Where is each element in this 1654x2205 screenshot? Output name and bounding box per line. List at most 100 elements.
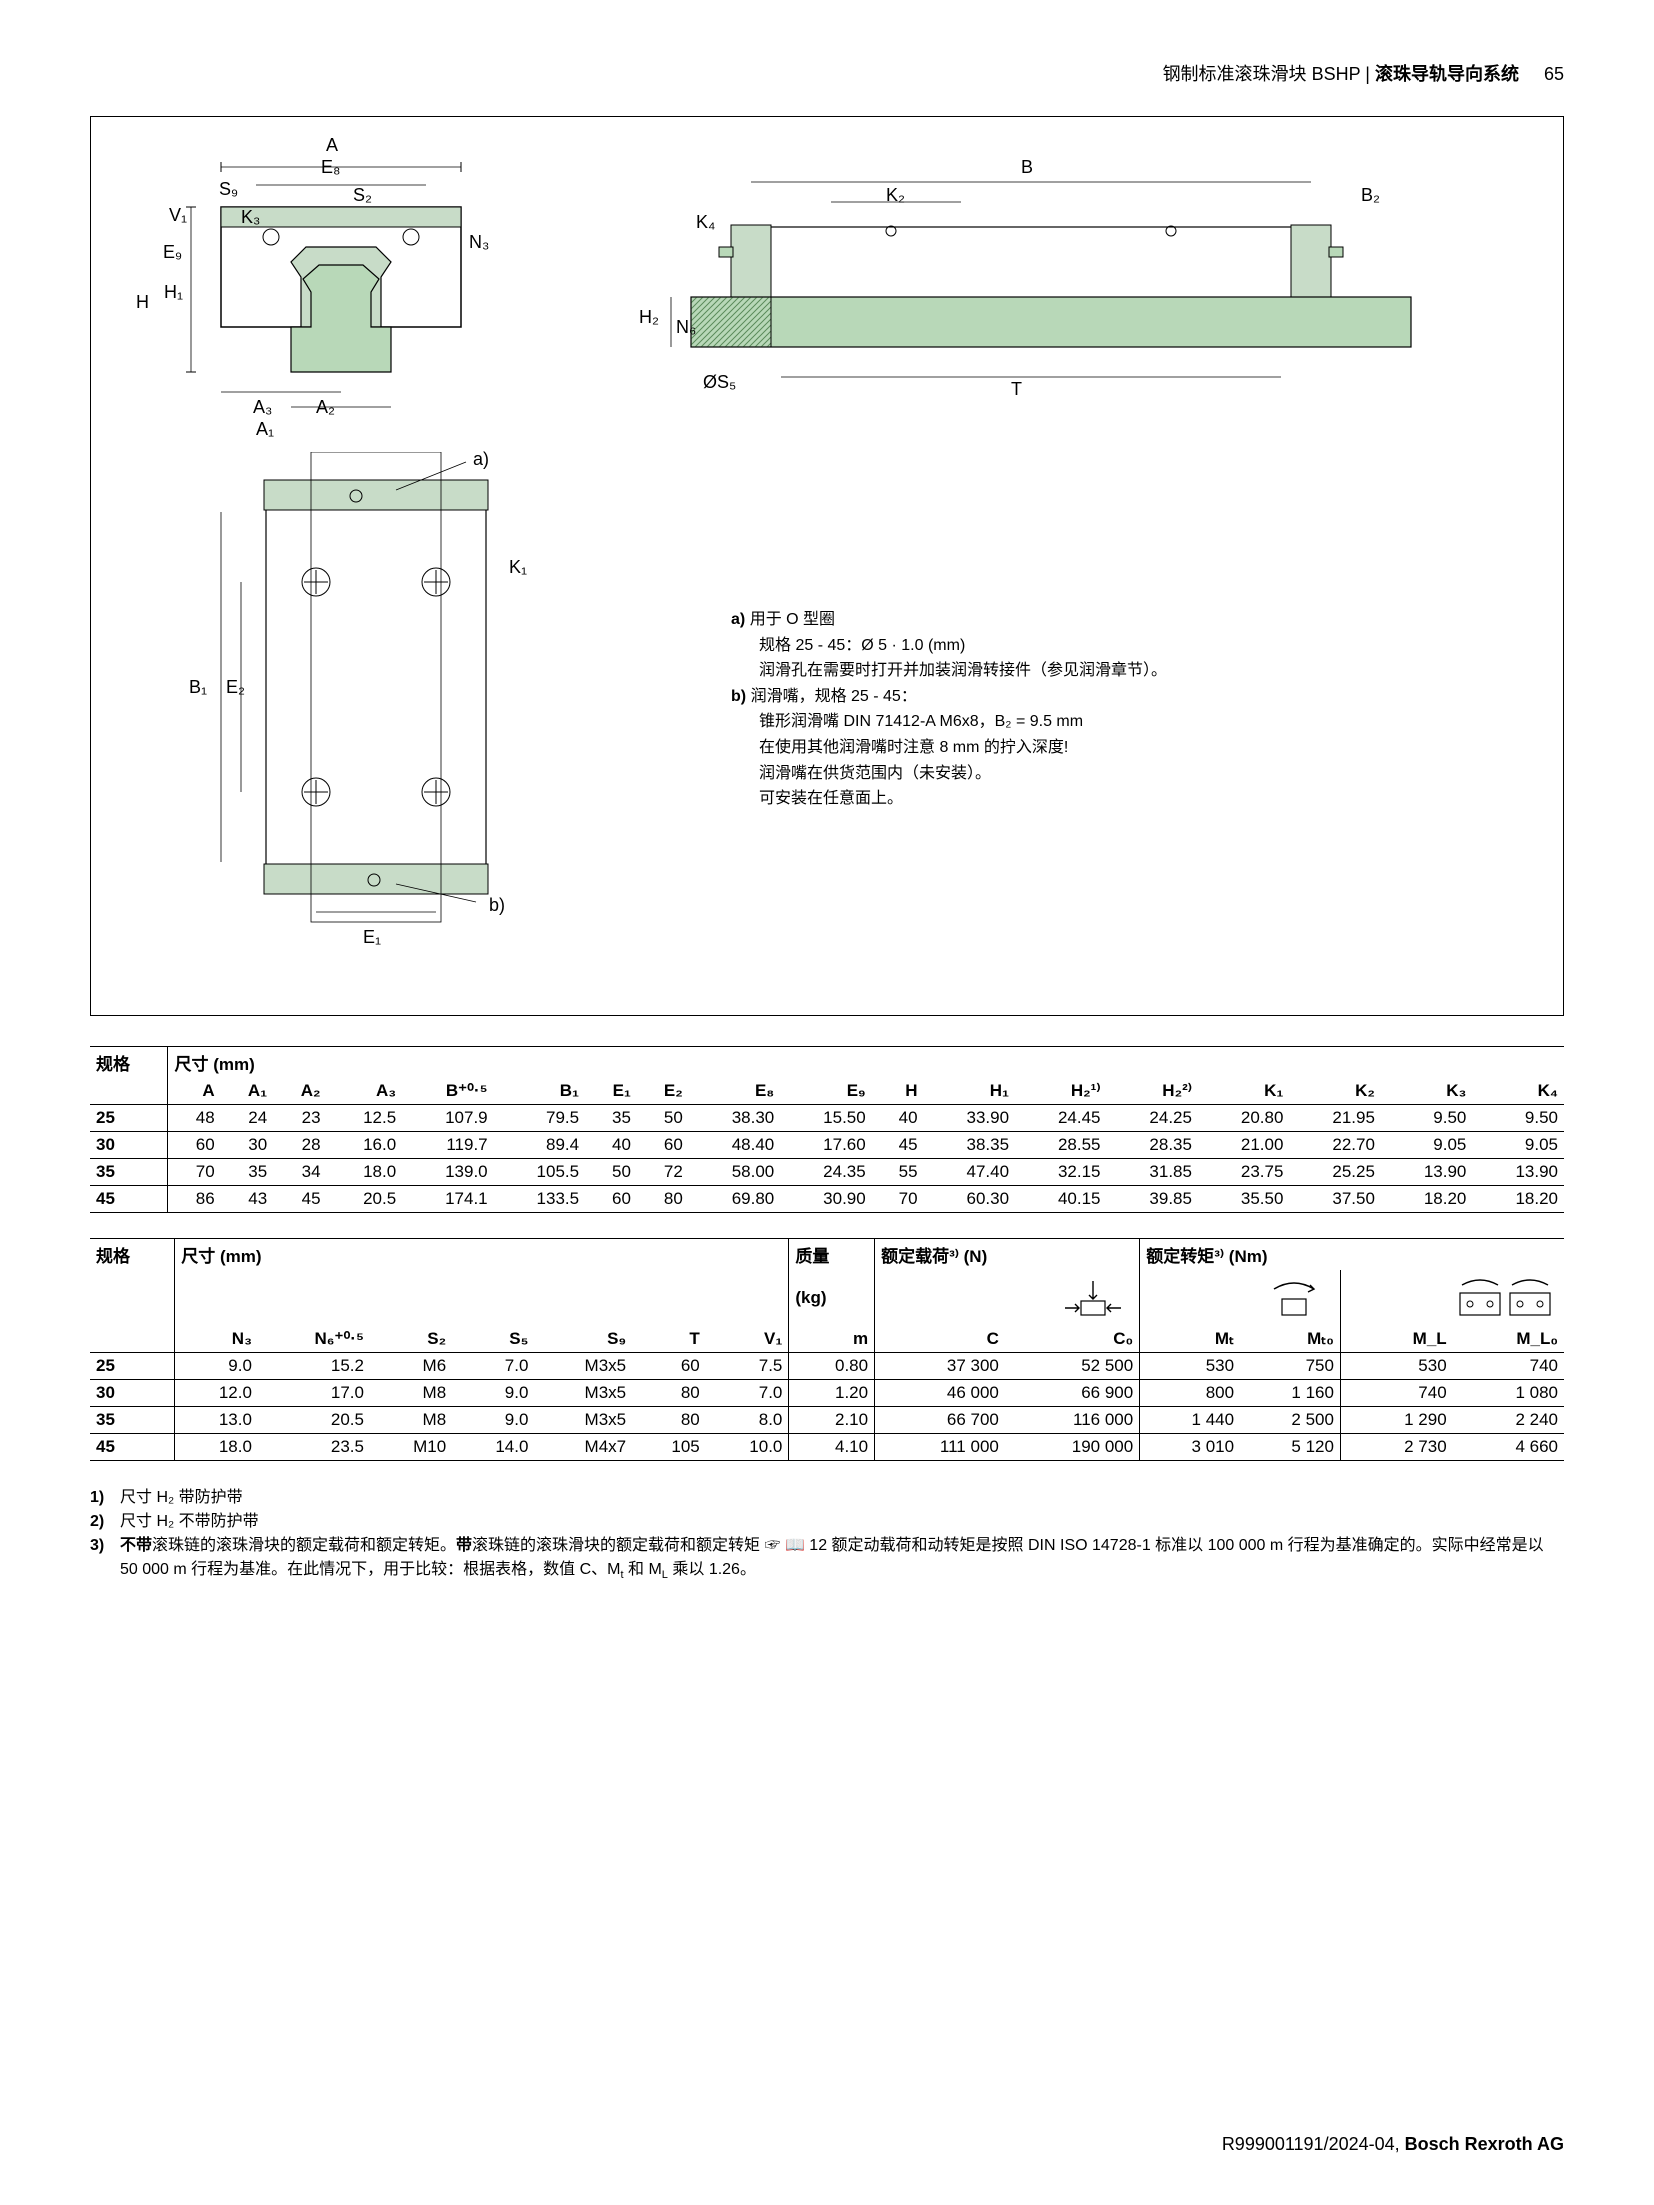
fn3-t: 不带滚珠链的滚珠滑块的额定载荷和额定转矩。带滚珠链的滚珠滑块的额定载荷和额定转矩… — [120, 1534, 1564, 1584]
cell: M8 — [370, 1407, 452, 1434]
cell: 17.60 — [780, 1132, 871, 1159]
t2-caption-mass: 质量 — [789, 1239, 875, 1271]
cell: 38.30 — [689, 1105, 780, 1132]
cell: 9.0 — [452, 1380, 534, 1407]
dim-E2: E₂ — [226, 677, 245, 698]
t2-caption-torque: 额定转矩³⁾ (Nm) — [1140, 1239, 1564, 1271]
dim-T: T — [1011, 379, 1022, 400]
cell: M6 — [370, 1353, 452, 1380]
t2-hd-0: N₃ — [175, 1326, 258, 1353]
row-size: 25 — [90, 1353, 175, 1380]
dimensions-table-1: 规格 尺寸 (mm) A A₁ A₂ A₃ B⁺⁰·⁵ B₁ E₁ E₂ E₈ … — [90, 1046, 1564, 1213]
t2-hd-2: S₂ — [370, 1326, 452, 1353]
cell: 45 — [872, 1132, 924, 1159]
cell: 40 — [872, 1105, 924, 1132]
label-b: b) — [489, 895, 505, 916]
cell: 37 300 — [875, 1353, 1005, 1380]
cell: 23 — [273, 1105, 326, 1132]
load-icon — [1053, 1273, 1133, 1323]
t1-h-7: E₂ — [637, 1078, 689, 1105]
cell: 66 700 — [875, 1407, 1005, 1434]
cell: 12.5 — [327, 1105, 403, 1132]
cell: 20.80 — [1198, 1105, 1289, 1132]
cell: 116 000 — [1005, 1407, 1140, 1434]
cell: 69.80 — [689, 1186, 780, 1213]
cell: 18.0 — [327, 1159, 403, 1186]
cell: 48.40 — [689, 1132, 780, 1159]
cell: 740 — [1340, 1380, 1452, 1407]
note-b-4: 润滑嘴在供货范围内（未安装）。 — [731, 761, 1411, 787]
t2-caption-load: 额定载荷³⁾ (N) — [875, 1239, 1140, 1271]
cell: 30 — [221, 1132, 274, 1159]
t2-ht-2: M_L — [1340, 1326, 1452, 1353]
cell: M10 — [370, 1434, 452, 1461]
front-cross-section-drawing — [161, 137, 521, 427]
cell: M3x5 — [534, 1407, 632, 1434]
t2-hd-1: N₆⁺⁰·⁵ — [258, 1326, 370, 1353]
cell: 24 — [221, 1105, 274, 1132]
cell: 70 — [168, 1159, 221, 1186]
cell: 1.20 — [789, 1380, 875, 1407]
cell: 1 290 — [1340, 1407, 1452, 1434]
t1-h-11: H₁ — [924, 1078, 1015, 1105]
cell: 1 160 — [1240, 1380, 1340, 1407]
t2-hd-4: S₉ — [534, 1326, 632, 1353]
t2-ht-1: Mₜ₀ — [1240, 1326, 1340, 1353]
side-view-drawing — [631, 147, 1431, 437]
cell: 9.05 — [1472, 1132, 1564, 1159]
page-number: 65 — [1544, 64, 1564, 84]
row-size: 25 — [90, 1105, 168, 1132]
t1-h-0: A — [168, 1078, 221, 1105]
cell: 60 — [168, 1132, 221, 1159]
dim-K4: K₄ — [696, 212, 715, 233]
dimensions-table-2: 规格 尺寸 (mm) 质量 额定载荷³⁾ (N) 额定转矩³⁾ (Nm) (kg… — [90, 1238, 1564, 1461]
page-header: 钢制标准滚珠滑块 BSHP | 滚珠导轨导向系统 65 — [90, 60, 1564, 86]
cell: 28.35 — [1107, 1132, 1198, 1159]
t2-ht-0: Mₜ — [1140, 1326, 1240, 1353]
cell: 46 000 — [875, 1380, 1005, 1407]
cell: 33.90 — [924, 1105, 1015, 1132]
cell: 23.5 — [258, 1434, 370, 1461]
fn2-t: 尺寸 H₂ 不带防护带 — [120, 1510, 1564, 1534]
note-b-label: b) — [731, 688, 746, 705]
t2-hd-3: S₅ — [452, 1326, 534, 1353]
label-a: a) — [473, 449, 489, 470]
cell: 45 — [273, 1186, 326, 1213]
cell: 119.7 — [402, 1132, 493, 1159]
cell: 7.5 — [706, 1353, 789, 1380]
fn3-n: 3) — [90, 1534, 120, 1584]
t1-h-8: E₈ — [689, 1078, 780, 1105]
cell: 2 500 — [1240, 1407, 1340, 1434]
breadcrumb-sep: | — [1360, 64, 1375, 84]
cell: 12.0 — [175, 1380, 258, 1407]
t2-hm: m — [789, 1326, 875, 1353]
page-footer: R999001191/2024-04, Bosch Rexroth AG — [1222, 2134, 1564, 2155]
cell: 60 — [637, 1132, 689, 1159]
technical-diagram-frame: A E₈ S₉ S₂ V₁ K₃ E₉ N₃ H H₁ A₃ A₂ A₁ — [90, 116, 1564, 1016]
row-size: 45 — [90, 1434, 175, 1461]
note-a-2: 规格 25 - 45：Ø 5 · 1.0 (mm) — [731, 633, 1411, 659]
cell: 79.5 — [494, 1105, 585, 1132]
t1-header-row: A A₁ A₂ A₃ B⁺⁰·⁵ B₁ E₁ E₂ E₈ E₉ H H₁ H₂¹… — [90, 1078, 1564, 1105]
footer-docnum: R999001191/2024-04, — [1222, 2134, 1405, 2154]
cell: 15.2 — [258, 1353, 370, 1380]
cell: 20.5 — [258, 1407, 370, 1434]
cell: 530 — [1140, 1353, 1240, 1380]
t1-h-17: K₄ — [1472, 1078, 1564, 1105]
cell: 9.50 — [1472, 1105, 1564, 1132]
dim-B2: B₂ — [1361, 185, 1380, 206]
cell: 25.25 — [1289, 1159, 1380, 1186]
cell: 105 — [632, 1434, 706, 1461]
cell: 86 — [168, 1186, 221, 1213]
cell: 18.0 — [175, 1434, 258, 1461]
cell: 2 240 — [1453, 1407, 1564, 1434]
cell: M3x5 — [534, 1380, 632, 1407]
table-row: 3570353418.0139.0105.5507258.0024.355547… — [90, 1159, 1564, 1186]
note-b-5: 可安装在任意面上。 — [731, 786, 1411, 812]
cell: 47.40 — [924, 1159, 1015, 1186]
cell: 1 440 — [1140, 1407, 1240, 1434]
cell: 21.95 — [1289, 1105, 1380, 1132]
t2-ht-3: M_L₀ — [1453, 1326, 1564, 1353]
cell: 4.10 — [789, 1434, 875, 1461]
t1-h-16: K₃ — [1381, 1078, 1472, 1105]
